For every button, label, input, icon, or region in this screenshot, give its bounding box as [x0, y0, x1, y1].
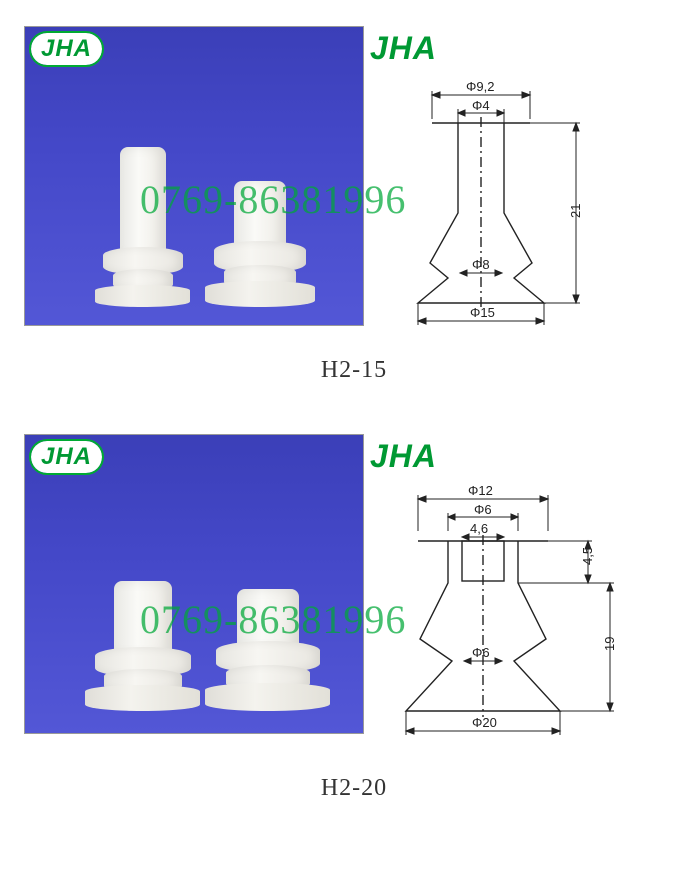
product-h2-20: JHA JHA: [24, 434, 700, 802]
dim-waist: Φ6: [472, 645, 490, 660]
diagram-column: JHA Φ12: [364, 434, 650, 751]
product-code-h2-15: H2-15: [24, 357, 684, 384]
logo-badge: JHA: [31, 33, 102, 65]
brand-label-right: JHA: [370, 438, 650, 475]
logo-badge: JHA: [31, 441, 102, 473]
product-photo-h2-20: JHA: [24, 434, 364, 734]
logo-oval: [29, 439, 104, 475]
dim-body-height: 19: [602, 637, 617, 651]
dim-height: 21: [568, 204, 583, 218]
diagram-column: JHA Φ9,2: [364, 26, 650, 333]
technical-diagram-h2-20: Φ12 Φ6 4,6: [370, 481, 650, 751]
suction-cup-right: [205, 181, 315, 307]
product-row: JHA JHA: [24, 26, 700, 333]
product-code-h2-20: H2-20: [24, 775, 684, 802]
suction-cup-right: [205, 589, 330, 711]
dim-bottom: Φ20: [472, 715, 497, 730]
brand-label-right: JHA: [370, 30, 650, 67]
dim-top-outer: Φ9,2: [466, 79, 494, 94]
suction-cup-left: [95, 147, 190, 307]
dim-waist: Φ8: [472, 257, 490, 272]
suction-cup-left: [85, 581, 200, 711]
dim-top-inner: Φ6: [474, 502, 492, 517]
product-h2-15: JHA JHA: [24, 26, 700, 384]
technical-diagram-h2-15: Φ9,2 Φ4: [370, 73, 650, 333]
product-photo-h2-15: JHA: [24, 26, 364, 326]
product-row: JHA JHA: [24, 434, 700, 751]
dim-top-inner: Φ4: [472, 98, 490, 113]
dim-top-outer: Φ12: [468, 483, 493, 498]
dim-neck-height: 4,5: [580, 547, 595, 565]
dim-bottom: Φ15: [470, 305, 495, 320]
logo-oval: [29, 31, 104, 67]
dim-top-inside: 4,6: [470, 521, 488, 536]
